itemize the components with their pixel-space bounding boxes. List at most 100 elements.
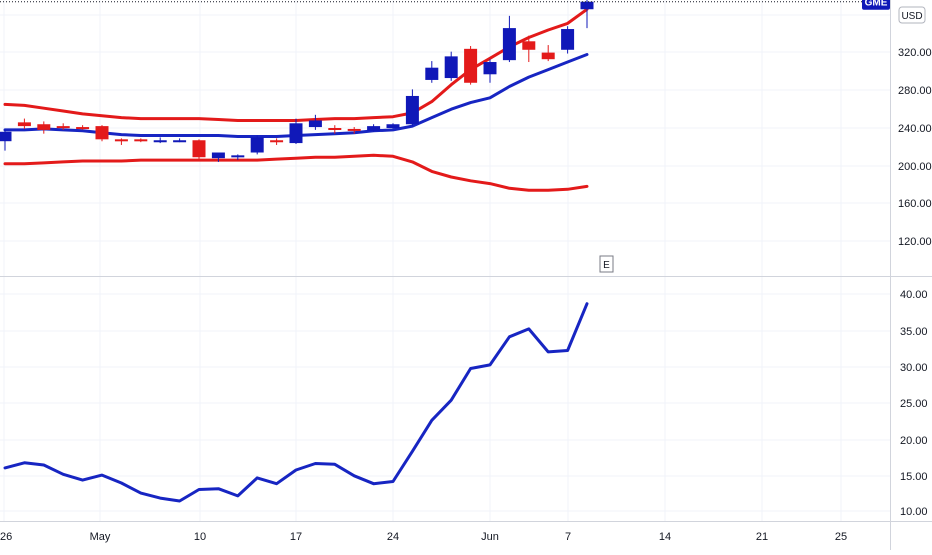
candle-body-28 [541, 52, 555, 60]
candle-1 [17, 118, 31, 129]
lower-y-tick-label-3: 25.00 [900, 398, 928, 410]
earnings-marker: E [599, 255, 614, 273]
candle-body-23 [444, 56, 458, 79]
earnings-marker-text: E [603, 260, 610, 271]
candle-layer [0, 0, 594, 162]
candle-5 [95, 125, 109, 142]
candle-body-12 [231, 155, 245, 158]
y-tick-label-5: 320.00 [898, 47, 932, 59]
earnings-marker-box [599, 255, 614, 273]
candle-body-30 [580, 1, 594, 10]
candle-body-7 [134, 139, 148, 142]
candle-11 [211, 152, 225, 162]
x-tick-label-9: 25 [835, 531, 847, 543]
lower-y-tick-label-6: 40.00 [900, 289, 928, 301]
candle-3 [56, 123, 70, 130]
badge-layer: GME USD E [0, 0, 926, 273]
candle-body-13 [250, 137, 264, 153]
candle-15 [289, 118, 303, 145]
indicator-layer [3, 302, 589, 503]
y-tick-label-3: 240.00 [898, 123, 932, 135]
candle-19 [367, 124, 381, 132]
y-tick-label-0: 120.00 [898, 236, 932, 248]
candle-13 [250, 135, 264, 155]
y-tick-label-1: 160.00 [898, 198, 932, 210]
candle-body-4 [76, 127, 90, 130]
candle-18 [347, 127, 361, 134]
x-tick-label-5: Jun [481, 531, 499, 543]
lower-y-tick-label-5: 35.00 [900, 326, 928, 338]
candle-body-20 [386, 124, 400, 129]
lower-y-tick-label-4: 30.00 [900, 362, 928, 374]
candle-body-11 [211, 152, 225, 159]
x-tick-label-0: 26 [0, 531, 12, 543]
candle-body-19 [367, 126, 381, 131]
candle-body-5 [95, 126, 109, 140]
x-tick-label-2: 10 [194, 531, 206, 543]
lower-band-line [3, 153, 589, 192]
candle-body-6 [114, 139, 128, 142]
candle-2 [37, 121, 51, 134]
candle-10 [192, 139, 206, 160]
candle-27 [522, 35, 536, 63]
candle-body-15 [289, 123, 303, 144]
lower-y-tick-label-0: 10.00 [900, 506, 928, 518]
candle-29 [561, 26, 575, 54]
candle-30 [580, 0, 594, 29]
candle-4 [76, 125, 90, 130]
symbol-badge-text: GME [865, 0, 888, 9]
candle-26 [502, 15, 516, 63]
x-tick-label-8: 21 [756, 531, 768, 543]
candle-24 [464, 46, 478, 85]
candle-body-18 [347, 128, 361, 131]
candle-body-21 [405, 95, 419, 125]
candle-21 [405, 89, 419, 127]
candle-16 [308, 114, 322, 130]
candle-20 [386, 123, 400, 129]
indicator-line [3, 302, 589, 503]
grid-layer [0, 0, 890, 521]
candle-12 [231, 154, 245, 161]
candle-body-9 [173, 140, 187, 143]
x-tick-label-4: 24 [387, 531, 399, 543]
candle-body-26 [502, 28, 516, 61]
currency-badge: USD [898, 6, 926, 24]
candle-0 [0, 129, 12, 151]
candle-body-8 [153, 140, 167, 143]
x-tick-label-1: May [90, 531, 111, 543]
candle-body-2 [37, 124, 51, 130]
candle-6 [114, 138, 128, 145]
candle-body-3 [56, 126, 70, 129]
candle-22 [425, 61, 439, 83]
candle-body-27 [522, 41, 536, 50]
symbol-badge: GME [862, 0, 890, 10]
candle-28 [541, 45, 555, 62]
candle-7 [134, 138, 148, 143]
candle-body-29 [561, 29, 575, 50]
candle-body-16 [308, 120, 322, 128]
y-tick-label-4: 280.00 [898, 85, 932, 97]
x-tick-label-7: 14 [659, 531, 671, 543]
currency-badge-text: USD [901, 11, 922, 22]
lower-y-tick-label-1: 15.00 [900, 471, 928, 483]
candle-body-10 [192, 140, 206, 158]
x-tick-label-3: 17 [290, 531, 302, 543]
y-tick-label-2: 200.00 [898, 161, 932, 173]
lower-y-tick-label-2: 20.00 [900, 435, 928, 447]
candle-9 [173, 138, 187, 143]
candle-25 [483, 59, 497, 83]
candle-8 [153, 137, 167, 144]
candle-body-22 [425, 67, 439, 80]
x-tick-label-6: 7 [565, 531, 571, 543]
candle-body-25 [483, 62, 497, 75]
candle-body-24 [464, 48, 478, 83]
candle-14 [270, 138, 284, 145]
currency-badge-bg [898, 6, 926, 24]
candle-17 [328, 125, 342, 134]
candle-body-1 [17, 122, 31, 127]
symbol-badge-bg [862, 0, 890, 10]
candle-body-17 [328, 128, 342, 131]
